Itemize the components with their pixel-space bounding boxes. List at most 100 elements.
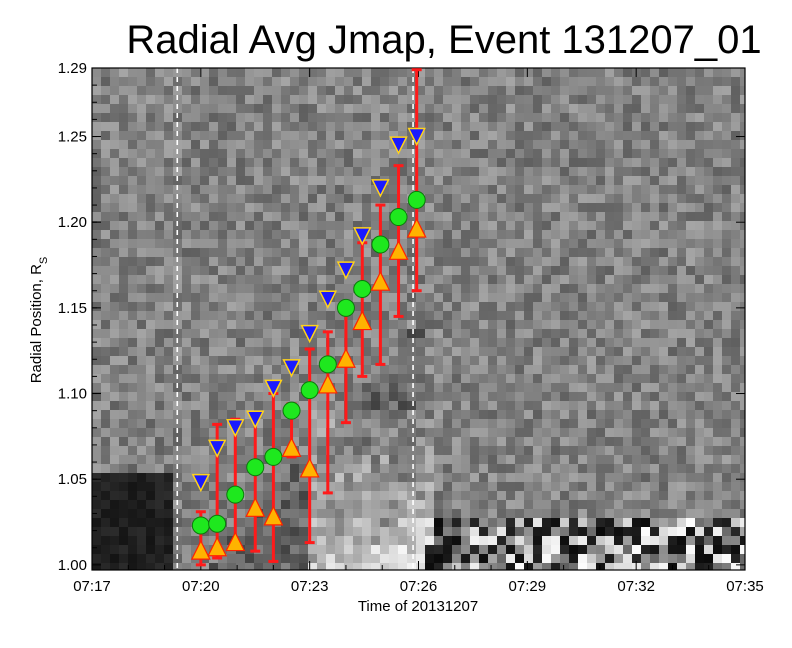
jmap-cell xyxy=(299,437,309,447)
jmap-cell xyxy=(614,518,624,528)
jmap-cell xyxy=(389,203,399,213)
jmap-cell xyxy=(290,482,300,492)
jmap-cell xyxy=(695,194,705,204)
jmap-cell xyxy=(362,257,372,267)
jmap-cell xyxy=(389,320,399,330)
jmap-cell xyxy=(110,419,120,429)
jmap-cell xyxy=(407,167,417,177)
jmap-cell xyxy=(533,455,543,465)
jmap-cell xyxy=(560,410,570,420)
jmap-cell xyxy=(623,113,633,123)
jmap-cell xyxy=(128,68,138,78)
jmap-cell xyxy=(470,554,480,564)
jmap-cell xyxy=(308,176,318,186)
jmap-cell xyxy=(443,266,453,276)
jmap-cell xyxy=(479,392,489,402)
jmap-cell xyxy=(137,518,147,528)
jmap-cell xyxy=(164,167,174,177)
jmap-cell xyxy=(308,167,318,177)
jmap-cell xyxy=(515,419,525,429)
jmap-cell xyxy=(740,419,745,429)
jmap-cell xyxy=(434,518,444,528)
jmap-cell xyxy=(119,509,129,519)
jmap-cell xyxy=(353,455,363,465)
jmap-cell xyxy=(326,428,336,438)
jmap-cell xyxy=(578,68,588,78)
jmap-cell xyxy=(218,185,228,195)
jmap-cell xyxy=(650,563,660,570)
jmap-cell xyxy=(335,275,345,285)
jmap-cell xyxy=(461,473,471,483)
jmap-cell xyxy=(578,230,588,240)
jmap-cell xyxy=(389,95,399,105)
jmap-cell xyxy=(236,275,246,285)
jmap-cell xyxy=(101,392,111,402)
jmap-cell xyxy=(695,464,705,474)
jmap-cell xyxy=(218,329,228,339)
jmap-cell xyxy=(200,212,210,222)
jmap-cell xyxy=(614,311,624,321)
jmap-cell xyxy=(443,536,453,546)
jmap-cell xyxy=(722,329,732,339)
jmap-cell xyxy=(389,239,399,249)
jmap-cell xyxy=(641,167,651,177)
jmap-cell xyxy=(488,167,498,177)
jmap-cell xyxy=(560,374,570,384)
jmap-cell xyxy=(353,257,363,267)
jmap-cell xyxy=(290,68,300,78)
jmap-cell xyxy=(146,95,156,105)
jmap-cell xyxy=(434,302,444,312)
jmap-cell xyxy=(263,248,273,258)
jmap-cell xyxy=(92,527,102,537)
lower-triangle-marker xyxy=(352,310,373,331)
jmap-cell xyxy=(722,167,732,177)
jmap-cell xyxy=(191,500,201,510)
jmap-cell xyxy=(362,95,372,105)
jmap-cell xyxy=(191,68,201,78)
jmap-cell xyxy=(164,212,174,222)
jmap-cell xyxy=(560,140,570,150)
jmap-cell xyxy=(182,176,192,186)
jmap-cell xyxy=(362,356,372,366)
jmap-cell xyxy=(542,473,552,483)
jmap-cell xyxy=(128,77,138,87)
jmap-cell xyxy=(713,302,723,312)
jmap-cell xyxy=(506,77,516,87)
jmap-cell xyxy=(380,95,390,105)
jmap-cell xyxy=(623,329,633,339)
jmap-cell xyxy=(533,248,543,258)
jmap-cell xyxy=(344,563,354,570)
jmap-cell xyxy=(380,311,390,321)
jmap-cell xyxy=(227,131,237,141)
jmap-cell xyxy=(551,122,561,132)
jmap-cell xyxy=(632,77,642,87)
jmap-cell xyxy=(353,104,363,114)
jmap-cell xyxy=(317,203,327,213)
jmap-cell xyxy=(695,167,705,177)
jmap-cell xyxy=(308,275,318,285)
jmap-cell xyxy=(254,239,264,249)
jmap-cell xyxy=(245,77,255,87)
jmap-cell xyxy=(623,176,633,186)
jmap-cell xyxy=(218,482,228,492)
jmap-cell xyxy=(704,527,714,537)
jmap-cell xyxy=(407,536,417,546)
jmap-cell xyxy=(380,338,390,348)
jmap-cell xyxy=(461,239,471,249)
jmap-cell xyxy=(236,329,246,339)
jmap-cell xyxy=(245,275,255,285)
jmap-cell xyxy=(434,401,444,411)
jmap-cell xyxy=(641,293,651,303)
jmap-cell xyxy=(488,338,498,348)
jmap-cell xyxy=(398,491,408,501)
jmap-cell xyxy=(452,482,462,492)
jmap-cell xyxy=(272,527,282,537)
jmap-cell xyxy=(407,491,417,501)
jmap-cell xyxy=(236,437,246,447)
jmap-cell xyxy=(272,257,282,267)
jmap-cell xyxy=(137,437,147,447)
jmap-cell xyxy=(497,194,507,204)
jmap-cell xyxy=(407,383,417,393)
jmap-cell xyxy=(353,545,363,555)
jmap-cell xyxy=(731,221,741,231)
